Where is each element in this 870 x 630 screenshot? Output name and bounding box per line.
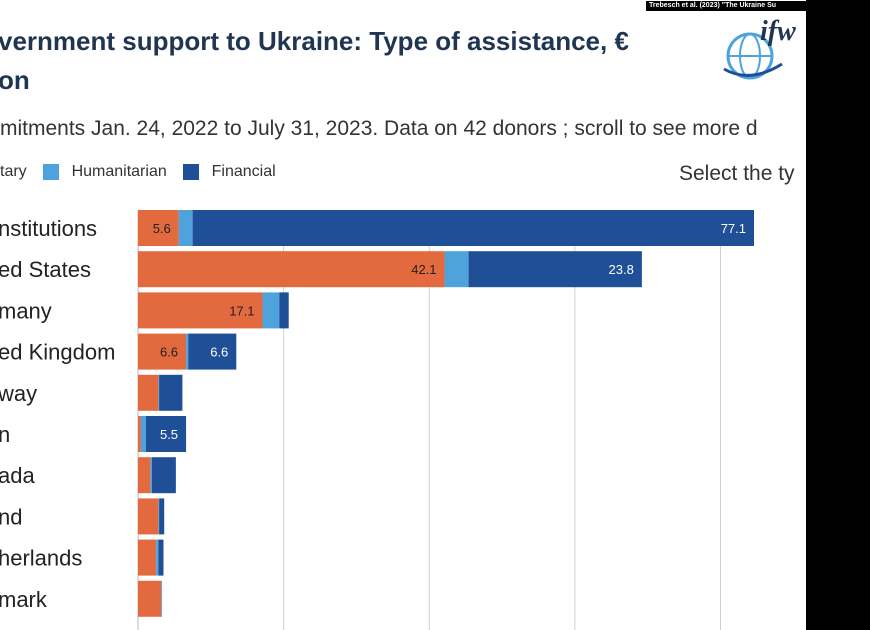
data-label: 5.6 [153,221,171,236]
bar-segment [178,210,193,246]
bar-segment [192,210,754,246]
data-label: 23.8 [609,262,634,277]
bar-segment [138,457,151,494]
bar-segment [156,539,159,576]
bar-segment [138,292,263,329]
bar-segment [159,498,165,535]
ifw-logo-text: ifw [760,16,796,47]
legend-label-financial[interactable]: Financial [211,163,276,180]
bar-segment [138,333,187,370]
bar-segment [444,251,469,288]
ifw-globe-icon [723,32,783,80]
bar-segment [138,210,179,246]
bar-segment [161,580,163,617]
bar-chart: nstitutions 5.6 77.1 ed States 42.1 23.8 many 1… [0,210,754,630]
select-type-label[interactable]: Select the ty [679,162,795,185]
category-label: n [0,422,10,447]
source-citation: Trebesch et al. (2023) "The Ukraine Su [646,1,806,11]
bar-segment [186,333,189,370]
bar-segment [138,580,162,617]
legend-label-humanitarian[interactable]: Humanitarian [71,163,167,180]
bar-segment [146,416,187,452]
bar-segment [138,498,159,535]
data-label: 6.6 [210,345,228,360]
bar-segment [262,292,280,329]
category-label: herlands [0,546,82,571]
chart-subtitle: mitments Jan. 24, 2022 to July 31, 2023.… [0,117,758,140]
bar-segment [151,457,176,494]
bar-segment [140,416,147,452]
category-label: many [0,298,52,323]
category-label: ada [0,463,35,488]
bar-segment [150,457,152,494]
data-label: 5.5 [160,427,178,442]
chart-title-line1: vernment support to Ukraine: Type of ass… [0,26,629,56]
legend-swatch-humanitarian[interactable] [43,164,60,180]
legend-label-military: tary [0,163,27,180]
black-side-panel [806,0,870,630]
category-label: ed Kingdom [0,340,115,365]
bar-segment [158,374,160,411]
bar-segment [138,251,445,288]
data-label: 17.1 [229,303,254,318]
data-label: 42.1 [411,262,436,277]
bar-segment [158,498,160,535]
category-label: mark [0,587,48,612]
bar-segment [138,416,141,452]
bar-segment [468,251,642,288]
category-label: nstitutions [0,216,97,241]
bar-segment [138,539,157,576]
legend: tary Humanitarian Financial [0,163,276,181]
category-label: nd [0,504,22,529]
bar-segment [159,374,183,411]
chart-title-line2: on [0,65,30,95]
bar-segment [138,374,159,411]
bar-segment [158,539,164,576]
data-label: 6.6 [160,345,178,360]
data-label: 77.1 [721,221,746,236]
bar-segment [188,333,237,370]
category-label: way [0,381,37,406]
legend-swatch-financial[interactable] [183,164,200,180]
category-label: ed States [0,257,91,282]
bar-segment [279,292,289,329]
